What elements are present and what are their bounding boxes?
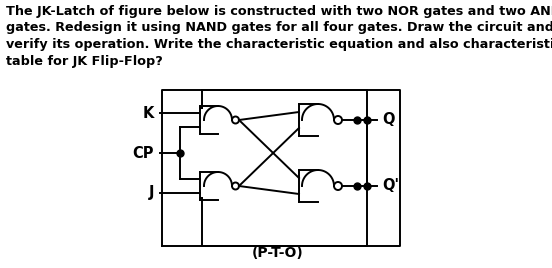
Text: (P-T-O): (P-T-O) (252, 246, 304, 260)
Text: The JK-Latch of figure below is constructed with two NOR gates and two AND
gates: The JK-Latch of figure below is construc… (6, 5, 552, 68)
Text: K: K (142, 106, 154, 121)
Text: Q': Q' (382, 178, 399, 193)
Text: Q: Q (382, 113, 395, 128)
Text: CP: CP (132, 146, 154, 161)
Text: J: J (148, 185, 154, 200)
